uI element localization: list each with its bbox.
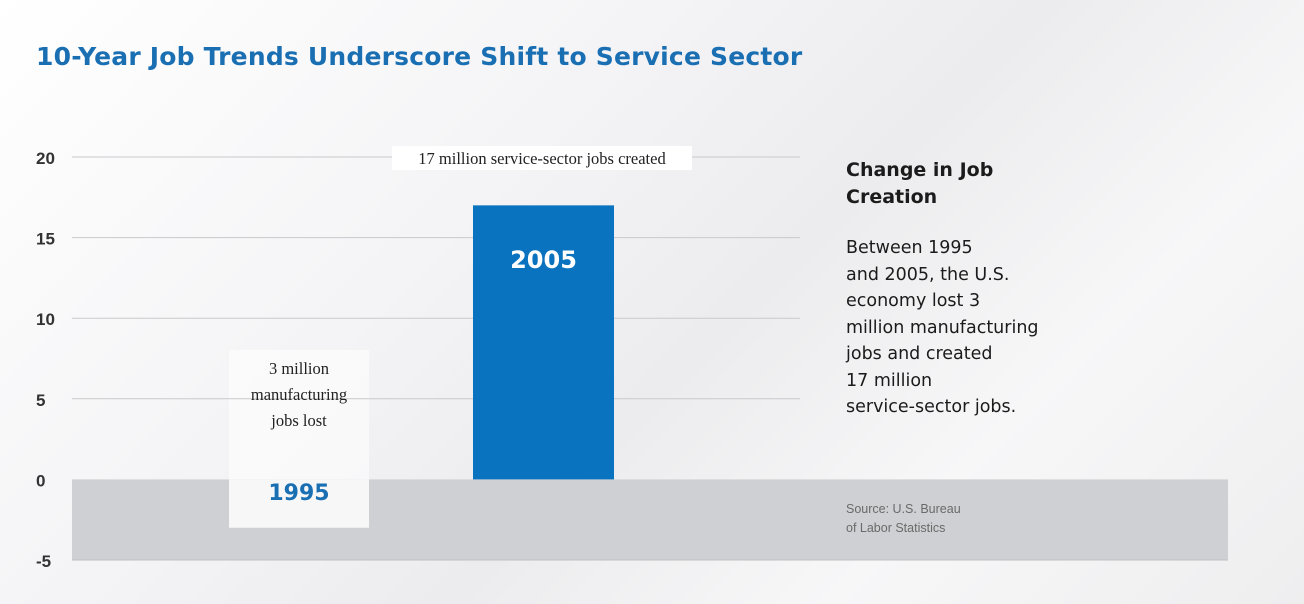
sidebar-body-line: jobs and created [846,344,993,364]
sidebar-body-line: economy lost 3 [846,291,981,311]
annotation-backing [392,146,692,170]
annotation-text: 17 million service-sector jobs created [418,149,666,168]
source-note: Source: U.S. Bureau of Labor Statistics [846,500,1046,538]
category-label: 2005 [510,246,577,274]
bar-1995 [229,479,369,528]
sidebar-body-line: 17 million [846,370,933,391]
sidebar-body-line: million manufacturing [846,317,1039,338]
sidebar-heading: Change in Job Creation [846,157,1146,211]
source-line: of Labor Statistics [846,521,946,535]
y-tick-label: 20 [36,149,55,168]
annotation-text: 3 million [269,359,329,378]
annotation-text: manufacturing [251,385,347,404]
annotation-text: jobs lost [270,411,327,430]
sidebar-heading-line: Creation [846,186,938,208]
sidebar-body: Between 1995 and 2005, the U.S. economy … [846,235,1106,421]
sidebar-heading-line: Change in Job [846,159,994,181]
annotation-backing [229,350,369,480]
chart-title: 10-Year Job Trends Underscore Shift to S… [36,42,803,71]
category-label: 1995 [268,481,329,506]
y-tick-label: 15 [36,230,55,249]
source-line: Source: U.S. Bureau [846,502,961,516]
bar-2005 [473,205,614,480]
y-tick-label: -5 [36,552,51,571]
sidebar-body-line: and 2005, the U.S. [846,264,1010,285]
y-tick-label: 0 [36,471,45,490]
y-tick-label: 5 [36,391,45,410]
sidebar-body-line: Between 1995 [846,238,973,258]
y-tick-label: 10 [36,310,55,329]
sidebar-body-line: service-sector jobs. [846,397,1017,417]
